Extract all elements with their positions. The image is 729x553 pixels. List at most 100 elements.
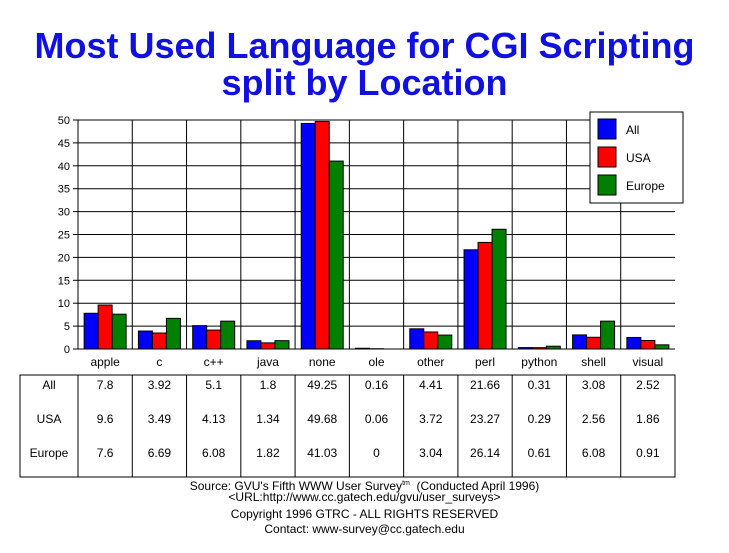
table-cell: 0.91 (636, 446, 660, 460)
bar (463, 249, 479, 350)
table-cell: 7.6 (97, 446, 114, 460)
bar (165, 317, 181, 350)
bar (586, 336, 602, 350)
y-tick-label: 40 (58, 161, 70, 173)
chart-title: Most Used Language for CGI Scripting (34, 25, 695, 66)
table-cell: 26.14 (470, 446, 500, 460)
y-tick-label: 15 (58, 275, 70, 287)
y-tick-label: 5 (64, 321, 70, 333)
y-tick-label: 25 (58, 230, 70, 242)
bar (600, 320, 616, 350)
x-tick-label: java (256, 355, 279, 369)
table-cell: 0 (373, 446, 380, 460)
source-note: Source: GVU's Fifth WWW User Surveytm (C… (0, 476, 729, 494)
x-tick-label: apple (90, 355, 120, 369)
bar (437, 334, 453, 350)
table-cell: 3.72 (419, 412, 443, 426)
table-cell: 0.61 (528, 446, 552, 460)
copyright-note: Copyright 1996 GTRC - ALL RIGHTS RESERVE… (230, 507, 499, 521)
table-cell: 6.08 (582, 446, 606, 460)
bar (111, 313, 127, 350)
table-cell: 3.49 (148, 412, 172, 426)
bar (314, 120, 330, 350)
x-tick-label: python (521, 355, 557, 369)
bar (83, 312, 99, 350)
bar (137, 330, 153, 350)
table-cell: 3.92 (148, 378, 172, 392)
contact-note: Contact: www-survey@cc.gatech.edu (264, 522, 465, 536)
bar (423, 331, 439, 350)
table-cell: 0.06 (365, 412, 389, 426)
bar (491, 228, 507, 350)
legend-label: USA (626, 151, 651, 165)
x-tick-label: c++ (204, 355, 224, 369)
table-cell: 4.13 (202, 412, 226, 426)
x-tick-label: c (156, 355, 162, 369)
legend-swatch (597, 146, 617, 168)
table-cell: 3.08 (582, 378, 606, 392)
table-cell: 41.03 (307, 446, 337, 460)
table-cell: 0.16 (365, 378, 389, 392)
table-cell: 1.34 (256, 412, 280, 426)
bar (97, 304, 113, 350)
table-cell: 49.25 (307, 378, 337, 392)
bar (220, 320, 236, 350)
bar (328, 160, 344, 350)
x-tick-label: visual (633, 355, 664, 369)
x-tick-label: perl (475, 355, 495, 369)
bar (300, 122, 316, 350)
table-cell: 21.66 (470, 378, 500, 392)
table-cell: 6.69 (148, 446, 172, 460)
data-table-frame (19, 374, 676, 478)
table-cell: 0.29 (528, 412, 552, 426)
y-tick-label: 0 (64, 344, 70, 356)
table-cell: 3.04 (419, 446, 443, 460)
x-tick-label: other (417, 355, 444, 369)
table-row-label: USA (37, 412, 62, 426)
table-cell: 7.8 (97, 378, 114, 392)
legend-label: Europe (626, 179, 665, 193)
chart-subtitle: split by Location (221, 62, 508, 103)
y-tick-label: 30 (58, 207, 70, 219)
source-text: Source: GVU's Fifth WWW User Survey (189, 479, 403, 493)
table-cell: 9.6 (97, 412, 114, 426)
table-row-label: Europe (30, 446, 69, 460)
bar (274, 340, 290, 350)
y-tick-label: 50 (58, 115, 70, 127)
source-url: <URL:http://www.cc.gatech.edu/gvu/user_s… (228, 490, 501, 504)
table-cell: 1.82 (256, 446, 280, 460)
table-cell: 4.41 (419, 378, 443, 392)
table-cell: 49.68 (307, 412, 337, 426)
legend-swatch (597, 174, 617, 196)
bar (640, 339, 656, 350)
x-tick-label: shell (581, 355, 606, 369)
table-cell: 5.1 (205, 378, 222, 392)
x-tick-label: none (309, 355, 336, 369)
table-cell: 0.31 (528, 378, 552, 392)
table-row-label: All (42, 378, 55, 392)
y-tick-label: 20 (58, 252, 70, 264)
x-tick-label: ole (368, 355, 384, 369)
table-cell: 6.08 (202, 446, 226, 460)
table-cell: 1.86 (636, 412, 660, 426)
table-cell: 1.8 (260, 378, 277, 392)
legend-swatch (597, 118, 617, 140)
bar (626, 336, 642, 350)
bar (572, 334, 588, 350)
bar (151, 332, 167, 350)
bar (206, 329, 222, 350)
table-cell: 2.52 (636, 378, 660, 392)
y-tick-label: 35 (58, 184, 70, 196)
table-cell: 2.56 (582, 412, 606, 426)
bar (477, 241, 493, 350)
bar (192, 325, 208, 350)
survey-date: (Conducted April 1996) (409, 479, 540, 493)
y-tick-label: 45 (58, 138, 70, 150)
trademark-mark: tm (402, 480, 410, 487)
legend-label: All (626, 123, 639, 137)
bar (654, 344, 670, 350)
bar (260, 342, 276, 350)
table-cell: 23.27 (470, 412, 500, 426)
bar (246, 340, 262, 350)
